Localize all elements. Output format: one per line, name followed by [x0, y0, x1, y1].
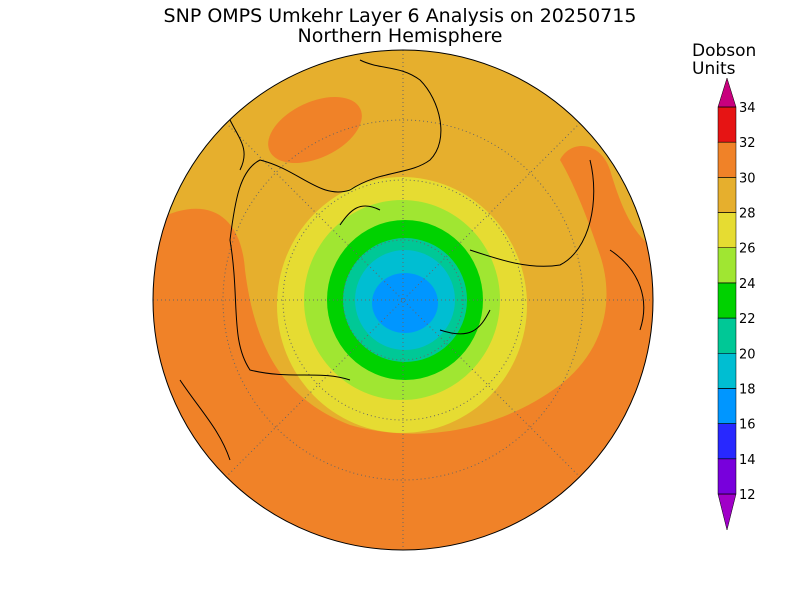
colorbar-segment: [717, 317, 737, 354]
map-border: [152, 49, 654, 551]
colorbar-tick-label: 20: [739, 347, 756, 362]
colorbar-segment: [717, 212, 737, 248]
colorbar-tick-label: 14: [739, 453, 756, 468]
colorbar-tick-label: 32: [739, 136, 756, 151]
colorbar-tick-label: 34: [739, 101, 756, 116]
colorbar-segment: [717, 353, 737, 389]
colorbar-tick-label: 26: [739, 242, 756, 257]
colorbar: Dobson Units 12 14 16 18 20 22 24 26 28 30 32 34: [692, 41, 756, 531]
colorbar-tick-label: 22: [739, 312, 756, 327]
colorbar-tick-label: 12: [739, 488, 756, 503]
colorbar-tick-label: 30: [739, 171, 756, 186]
colorbar-segment: [717, 458, 737, 495]
colorbar-segment: [717, 141, 737, 178]
colorbar-extension: [717, 77, 737, 108]
colorbar-tick-label: 18: [739, 382, 756, 397]
colorbar-segment: [717, 177, 737, 213]
colorbar-segment: [717, 282, 737, 319]
contour-fill: [153, 146, 653, 550]
map: [153, 50, 653, 550]
latitude-circle: [282, 179, 524, 421]
coastline: [179, 59, 645, 461]
contour-fill: [268, 96, 362, 164]
colorbar-segment: [717, 106, 737, 143]
colorbar-tick-label: 28: [739, 207, 756, 222]
colorbar-label: Units: [692, 59, 736, 79]
latitude-circle: [342, 239, 464, 361]
title: SNP OMPS Umkehr Layer 6 Analysis on 2025…: [164, 5, 637, 27]
colorbar-label: Dobson: [692, 41, 756, 61]
colorbar-extension: [717, 493, 737, 531]
latitude-circle: [222, 119, 584, 481]
colorbar-segment: [717, 423, 737, 460]
subtitle: Northern Hemisphere: [298, 25, 503, 47]
contour-fill: [372, 273, 438, 333]
colorbar-tick-label: 24: [739, 277, 756, 292]
colorbar-segment: [717, 247, 737, 284]
colorbar-segment: [717, 388, 737, 424]
colorbar-tick-label: 16: [739, 418, 756, 433]
